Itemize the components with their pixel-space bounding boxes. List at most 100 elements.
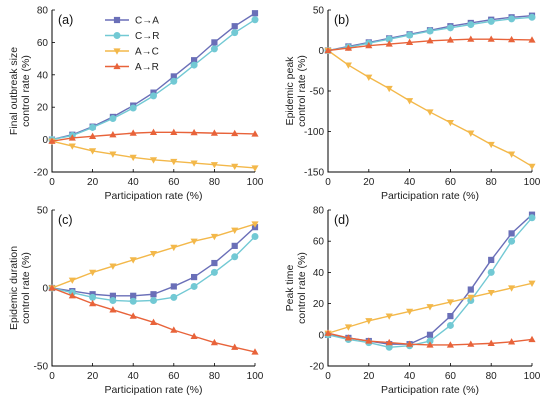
data-point	[344, 334, 352, 341]
data-point	[365, 74, 373, 81]
series-C-to-R	[324, 13, 536, 54]
data-point	[231, 253, 239, 261]
data-point	[528, 214, 536, 222]
data-point	[129, 104, 137, 112]
y-tick-label: 60	[313, 237, 325, 248]
legend-marker	[113, 48, 121, 55]
legend-entry: C→A	[105, 16, 159, 27]
data-point	[365, 337, 373, 344]
data-point	[129, 257, 137, 264]
data-point	[210, 338, 218, 346]
data-point	[385, 313, 393, 320]
data-point	[446, 24, 454, 32]
series-A-to-C	[48, 138, 259, 172]
y-tick-label: 50	[313, 6, 325, 17]
data-point	[149, 318, 158, 325]
data-point	[170, 326, 178, 333]
y-tick-label: 0	[42, 135, 48, 146]
data-point	[251, 348, 259, 355]
data-point	[89, 299, 97, 307]
data-point	[210, 129, 218, 136]
data-point	[170, 158, 178, 166]
legend-label: C→A	[135, 16, 159, 27]
data-point	[68, 292, 76, 299]
data-point	[508, 151, 516, 158]
data-point	[190, 238, 198, 245]
data-point	[231, 343, 239, 350]
data-point	[231, 163, 239, 171]
data-point	[447, 312, 454, 320]
y-tick-label: -20	[34, 168, 49, 179]
data-point	[68, 143, 76, 150]
series-A-to-R	[324, 35, 536, 54]
x-tick-label: 20	[87, 371, 99, 382]
legend: C→A C→R A→C A→R	[105, 16, 159, 73]
series-A-to-C	[324, 280, 536, 337]
data-point	[487, 339, 495, 347]
y-tick-label: 40	[313, 268, 325, 279]
x-tick-label: 100	[524, 371, 541, 382]
data-point	[406, 340, 414, 347]
y-tick-label: 0	[318, 330, 324, 341]
data-point	[109, 296, 117, 304]
data-point	[48, 137, 56, 144]
series-A-to-R	[48, 128, 259, 144]
data-point	[190, 128, 198, 136]
x-tick-label: 40	[128, 371, 140, 382]
x-tick-label: 80	[209, 371, 221, 382]
data-point	[487, 141, 495, 149]
legend-marker	[113, 62, 121, 70]
data-point	[528, 163, 536, 171]
data-point	[211, 259, 218, 267]
data-point	[467, 130, 475, 137]
legend-label: C→R	[135, 31, 159, 42]
y-tick-label: 50	[37, 206, 49, 217]
x-tick-label: 80	[209, 177, 221, 188]
data-point	[385, 338, 393, 346]
series-A-to-R	[324, 329, 536, 348]
y-axis-label: Final outbreak sizecontrol rate (%)	[8, 47, 32, 135]
legend-label: A→R	[135, 62, 159, 73]
data-point	[251, 130, 259, 137]
x-tick-label: 20	[363, 177, 375, 188]
y-tick-label: -20	[310, 362, 325, 373]
x-axis-label: Participation rate (%)	[104, 384, 202, 396]
data-point	[129, 312, 137, 319]
data-point	[190, 282, 198, 290]
data-point	[89, 132, 97, 139]
legend-marker	[113, 32, 121, 39]
data-point	[487, 268, 495, 276]
data-point	[231, 23, 238, 30]
x-tick-label: 60	[445, 177, 457, 188]
x-tick-label: 0	[325, 371, 331, 382]
data-point	[251, 221, 259, 228]
data-point	[89, 293, 97, 301]
data-point	[385, 40, 393, 47]
series-line	[51, 226, 256, 297]
x-tick-label: 60	[168, 371, 180, 382]
series-line	[327, 217, 533, 348]
data-point	[487, 290, 495, 297]
data-point	[385, 85, 393, 93]
data-point	[426, 304, 434, 311]
data-point	[109, 131, 117, 138]
data-point	[170, 77, 178, 85]
series-C-to-R	[48, 16, 259, 144]
data-point	[385, 343, 393, 351]
data-point	[324, 46, 332, 54]
data-point	[508, 237, 516, 245]
y-tick-label: -100	[304, 127, 324, 138]
data-point	[487, 35, 495, 42]
data-point	[426, 37, 434, 44]
data-point	[426, 341, 434, 348]
series-A-to-C	[324, 47, 536, 171]
data-point	[508, 35, 516, 43]
data-point	[109, 151, 117, 158]
x-tick-label: 20	[87, 177, 99, 188]
series-C-to-R	[324, 214, 536, 351]
data-point	[508, 15, 516, 23]
data-point	[170, 293, 178, 301]
data-point	[528, 280, 536, 288]
